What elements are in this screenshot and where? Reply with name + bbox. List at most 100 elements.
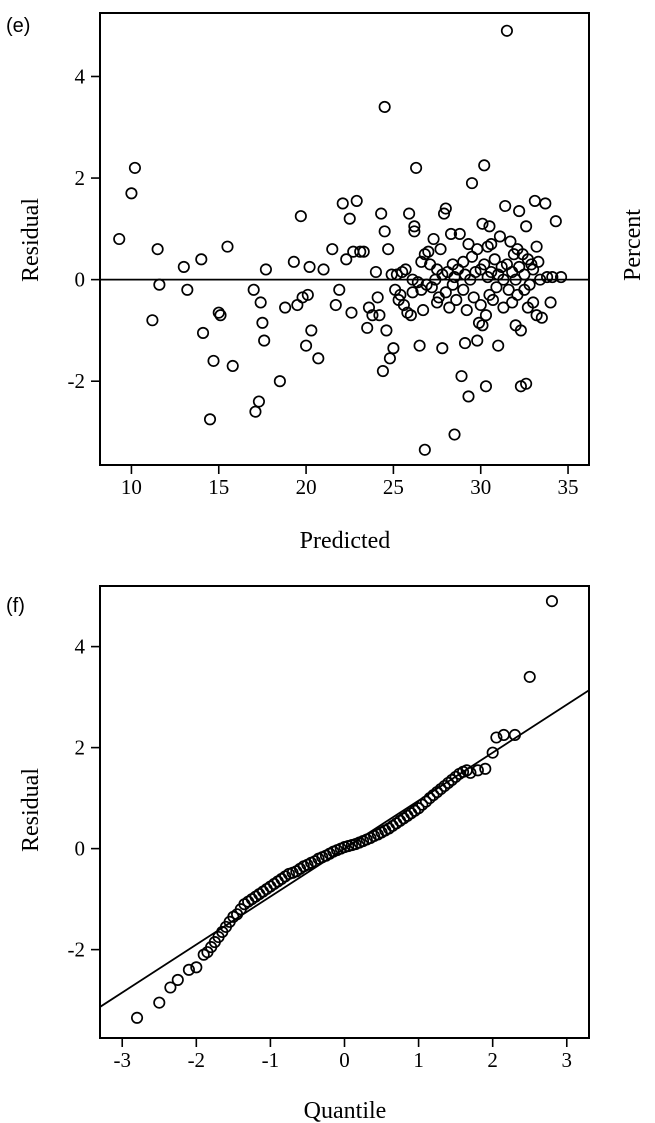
x-tick-label: 20 bbox=[296, 475, 317, 499]
data-point bbox=[247, 283, 260, 296]
data-point bbox=[422, 245, 435, 258]
data-point bbox=[465, 250, 479, 263]
data-point bbox=[164, 981, 177, 994]
data-point bbox=[535, 311, 548, 324]
data-point bbox=[146, 314, 159, 327]
x-tick-label: 15 bbox=[208, 475, 229, 499]
panel-e-label: (e) bbox=[6, 15, 30, 37]
data-point bbox=[485, 265, 498, 279]
panel-e-right-label: Percent bbox=[620, 209, 646, 281]
data-point bbox=[394, 288, 407, 301]
data-point bbox=[373, 309, 386, 322]
y-tick-label: 4 bbox=[75, 64, 86, 88]
data-point bbox=[458, 337, 472, 350]
data-point bbox=[214, 309, 227, 322]
data-point bbox=[427, 232, 440, 246]
data-point bbox=[493, 230, 506, 243]
data-point bbox=[380, 324, 393, 337]
data-point bbox=[362, 301, 375, 314]
data-point bbox=[357, 245, 370, 258]
data-point bbox=[410, 161, 423, 174]
panel-e-scatter: (e) 10 15 20 25 30 35 -2 0 2 4 Predicted Residua… bbox=[6, 12, 646, 554]
data-point bbox=[471, 243, 484, 256]
data-point bbox=[518, 268, 531, 281]
data-point bbox=[450, 293, 463, 306]
x-tick-label: 25 bbox=[383, 475, 404, 499]
x-tick-label: 0 bbox=[339, 1048, 350, 1072]
panel-f-y-axis-title: Residual bbox=[18, 768, 44, 852]
data-point bbox=[530, 240, 543, 253]
data-point bbox=[361, 321, 374, 334]
x-tick-label: 35 bbox=[558, 475, 579, 499]
data-point bbox=[539, 197, 552, 210]
panel-e-points bbox=[113, 24, 568, 456]
data-point bbox=[305, 324, 318, 337]
data-point bbox=[471, 764, 484, 777]
data-point bbox=[541, 271, 554, 284]
data-point bbox=[226, 359, 239, 373]
data-point bbox=[476, 217, 489, 230]
data-point bbox=[520, 220, 533, 233]
x-tick-label: 30 bbox=[470, 475, 491, 499]
data-point bbox=[303, 260, 316, 273]
data-point bbox=[343, 212, 356, 225]
y-tick-label: 4 bbox=[75, 635, 86, 659]
panel-f-label: (f) bbox=[6, 595, 25, 617]
data-point bbox=[181, 283, 194, 296]
data-point bbox=[378, 100, 391, 114]
data-point bbox=[479, 380, 493, 393]
data-point bbox=[418, 443, 431, 456]
data-point bbox=[326, 243, 339, 256]
data-point bbox=[171, 973, 184, 986]
data-point bbox=[457, 255, 470, 268]
x-tick-label: -1 bbox=[262, 1048, 280, 1072]
data-point bbox=[434, 782, 447, 796]
panel-f-points bbox=[130, 595, 559, 1024]
data-point bbox=[476, 319, 489, 332]
data-point bbox=[423, 792, 436, 805]
data-point bbox=[196, 326, 210, 340]
data-point bbox=[221, 240, 234, 253]
data-point bbox=[329, 298, 342, 312]
data-point bbox=[151, 243, 164, 256]
data-point bbox=[333, 283, 346, 296]
data-point bbox=[439, 202, 452, 215]
data-point bbox=[419, 795, 433, 808]
data-point bbox=[467, 291, 480, 304]
data-point bbox=[544, 296, 557, 309]
data-point bbox=[528, 194, 541, 207]
panel-e-y-ticks: -2 0 2 4 bbox=[68, 64, 100, 393]
panel-f-x-ticks: -3 -2 -1 0 1 2 3 bbox=[113, 1038, 572, 1072]
data-point bbox=[431, 296, 444, 309]
data-point bbox=[520, 377, 533, 390]
data-point bbox=[479, 309, 493, 322]
data-point bbox=[438, 779, 451, 793]
data-point bbox=[506, 296, 519, 309]
data-point bbox=[417, 304, 430, 317]
data-point bbox=[207, 354, 220, 367]
data-point bbox=[490, 731, 503, 744]
data-point bbox=[249, 405, 262, 418]
data-point bbox=[416, 798, 429, 811]
data-point bbox=[340, 253, 353, 266]
data-point bbox=[465, 177, 479, 190]
data-point bbox=[481, 240, 494, 253]
data-point bbox=[546, 271, 559, 284]
data-point bbox=[190, 961, 203, 974]
data-point bbox=[437, 207, 451, 220]
data-point bbox=[301, 288, 314, 301]
data-point bbox=[457, 283, 470, 296]
data-point bbox=[509, 273, 522, 286]
y-tick-label: 2 bbox=[75, 736, 86, 760]
y-tick-label: 0 bbox=[75, 268, 86, 292]
data-point bbox=[545, 595, 559, 608]
data-point bbox=[513, 260, 526, 273]
panel-f-y-ticks: -2 0 2 4 bbox=[68, 635, 100, 962]
data-point bbox=[460, 304, 473, 317]
data-point bbox=[412, 802, 425, 815]
data-point bbox=[523, 670, 536, 683]
data-point bbox=[434, 243, 447, 256]
data-point bbox=[497, 301, 510, 314]
data-point bbox=[130, 1011, 144, 1024]
